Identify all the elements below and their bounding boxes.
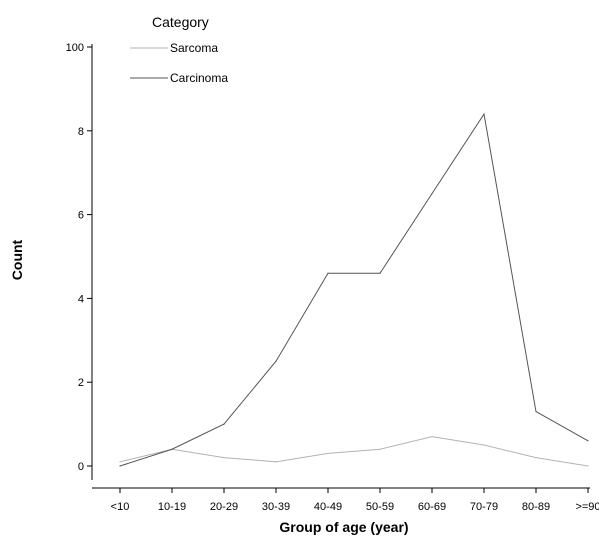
data-point-sarcoma: [275, 461, 277, 463]
series-layer: [119, 112, 589, 467]
legend-label-sarcoma: Sarcoma: [170, 41, 218, 55]
data-point-carcinoma: [119, 465, 121, 467]
y-tick-label: 6: [78, 210, 84, 222]
legend-label-carcinoma: Carcinoma: [170, 71, 228, 85]
y-tick-label: 0: [78, 461, 84, 473]
data-point-carcinoma: [483, 113, 485, 115]
legend: Category Sarcoma Carcinoma: [130, 14, 228, 85]
legend-title: Category: [152, 14, 209, 30]
x-tick-label: >=90: [575, 501, 599, 513]
data-point-sarcoma: [379, 448, 381, 450]
x-axis-title: Group of age (year): [279, 519, 408, 535]
x-tick-label: 10-19: [158, 501, 186, 513]
y-ticks: 0 2 4 6 8 100: [66, 42, 92, 473]
y-tick-label: 8: [78, 126, 84, 138]
data-point-carcinoma: [275, 360, 277, 362]
data-point-sarcoma: [119, 461, 121, 463]
data-point-sarcoma: [587, 465, 589, 467]
axes: [91, 44, 590, 489]
data-point-carcinoma: [223, 423, 225, 425]
data-point-carcinoma: [431, 193, 433, 195]
x-tick-label: 40-49: [314, 501, 342, 513]
data-point-sarcoma: [483, 444, 485, 446]
data-point-carcinoma: [171, 448, 173, 450]
data-point-carcinoma: [327, 272, 329, 274]
x-tick-label: 70-79: [470, 501, 498, 513]
x-tick-label: <10: [111, 501, 130, 513]
x-tick-label: 20-29: [210, 501, 238, 513]
y-tick-label: 2: [78, 377, 84, 389]
x-tick-label: 50-59: [366, 501, 394, 513]
x-tick-label: 30-39: [262, 501, 290, 513]
data-point-sarcoma: [327, 452, 329, 455]
data-point-carcinoma: [587, 440, 589, 442]
data-point-sarcoma: [431, 436, 433, 438]
series-line-sarcoma: [119, 436, 589, 467]
x-tick-label: 60-69: [418, 501, 446, 513]
series-line-carcinoma: [119, 112, 589, 467]
x-tick-label: 80-89: [522, 501, 550, 513]
data-point-sarcoma: [535, 457, 537, 459]
y-axis-title: Count: [9, 239, 25, 280]
data-point-carcinoma: [379, 272, 381, 274]
data-point-sarcoma: [223, 457, 225, 459]
y-tick-label: 4: [78, 293, 84, 305]
data-point-carcinoma: [535, 410, 537, 413]
y-tick-label: 100: [66, 42, 84, 54]
legend-items: Sarcoma Carcinoma: [130, 41, 228, 85]
x-ticks: <10 10-19 20-29 30-39 40-49 50-59 60-69 70-79 80…: [111, 488, 599, 513]
